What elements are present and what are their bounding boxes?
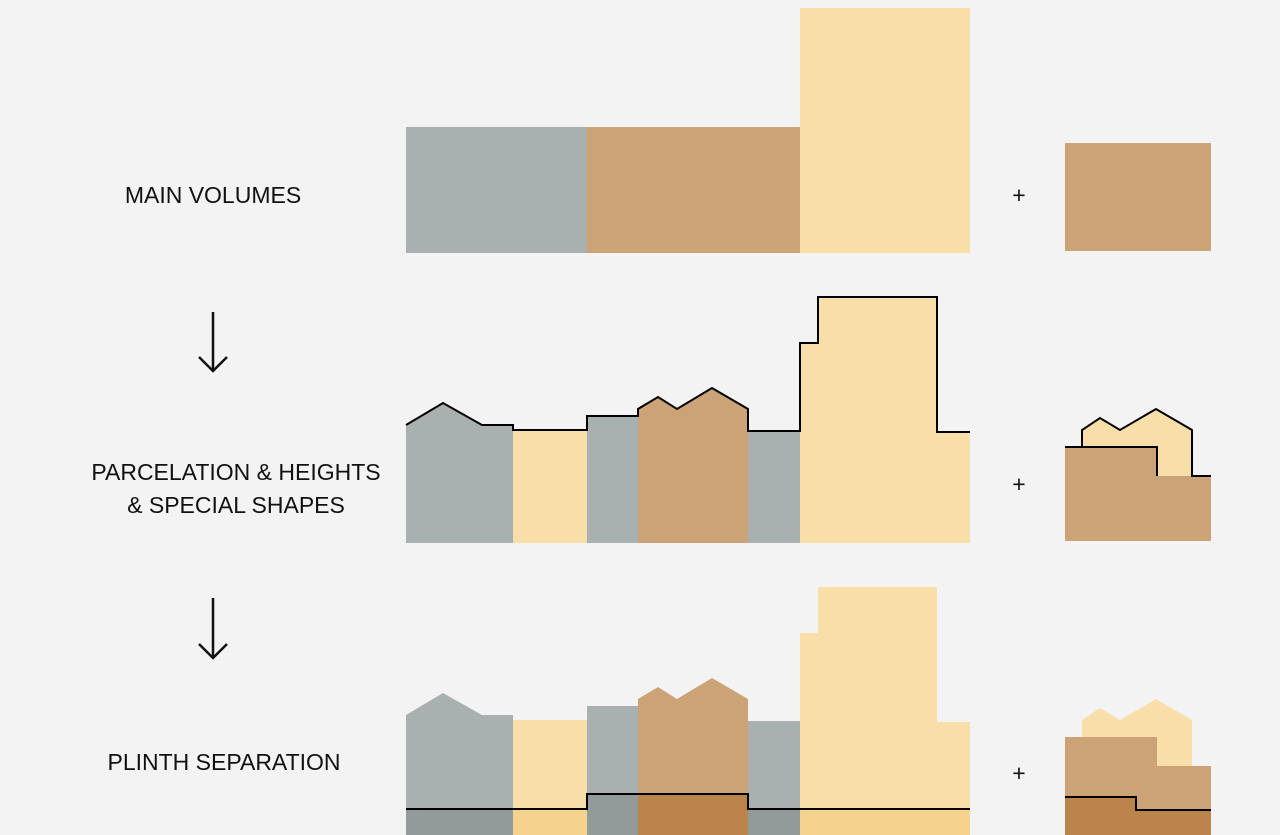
parcel [587, 416, 638, 543]
volume [587, 127, 800, 253]
arrow [198, 312, 228, 373]
parcel [406, 693, 513, 833]
volume [1065, 143, 1211, 251]
parcel [406, 403, 513, 543]
volume [1065, 447, 1211, 541]
arrow [198, 598, 228, 660]
parcel [800, 297, 970, 543]
parcel [748, 431, 800, 543]
parcel [800, 587, 970, 833]
step-label: & SPECIAL SHAPES [127, 492, 345, 518]
step-label: PLINTH SEPARATION [107, 749, 340, 775]
outline [405, 296, 970, 433]
outline [1065, 407, 1211, 477]
side-volume [1065, 409, 1211, 541]
plinth [800, 809, 970, 835]
plinth [513, 809, 587, 835]
step-label: PARCELATION & HEIGHTS [91, 459, 380, 485]
plinth [587, 794, 638, 835]
plus-sign: + [1012, 182, 1025, 208]
plinth-line [406, 793, 970, 810]
plus-sign: + [1012, 471, 1025, 497]
plinth [406, 809, 513, 835]
plinth-line [1065, 796, 1211, 811]
plus-sign: + [1012, 760, 1025, 786]
parcel [513, 430, 587, 543]
plinth [1065, 797, 1211, 835]
outline [1065, 446, 1158, 476]
plinth [748, 809, 800, 835]
step-label: MAIN VOLUMES [125, 182, 301, 208]
plinth [638, 794, 748, 835]
parcel [638, 388, 748, 543]
volume [406, 127, 587, 253]
volume [800, 8, 970, 253]
parcels [406, 297, 970, 543]
